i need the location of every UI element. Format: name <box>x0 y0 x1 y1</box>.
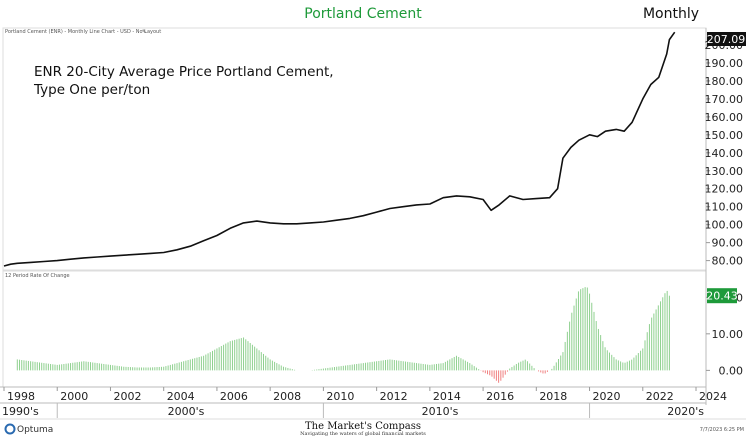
price-tick-label: 160.00 <box>705 111 744 124</box>
roc-panel-label: 12 Period Rate Of Change <box>5 273 70 279</box>
time-axis-ticks: 1998 2000 2002 2004 2006 2008 2010 2012 2014 2016… <box>3 387 727 403</box>
price-series <box>3 31 676 267</box>
pencil-icon[interactable]: ✎ <box>142 29 146 35</box>
price-tick-label: 130.00 <box>705 165 744 178</box>
time-tick-label: 2012 <box>380 390 408 403</box>
price-tick-label: 190.00 <box>705 57 744 70</box>
optuma-logo-text: Optuma <box>17 425 53 435</box>
optuma-logo-icon <box>4 423 16 435</box>
time-tick-label: 2018 <box>539 390 567 403</box>
price-tick-label: 170.00 <box>705 93 744 106</box>
optuma-logo: Optuma <box>4 423 53 435</box>
time-tick-label: 2022 <box>646 390 674 403</box>
footer-tagline: Navigating the waters of global financia… <box>300 431 426 437</box>
annotation-line1: ENR 20-City Average Price Portland Cemen… <box>34 64 334 80</box>
time-tick-label: 2008 <box>273 390 301 403</box>
decade-label: 2020's <box>667 405 704 418</box>
time-tick-label: 2004 <box>167 390 195 403</box>
time-tick-label: 2020 <box>593 390 621 403</box>
roc-tick-label: 10.00 <box>712 328 744 341</box>
frequency-label: Monthly <box>643 6 699 22</box>
annotation-line2: Type One per/ton <box>33 82 150 98</box>
price-axis-ticks: 80.00 90.00 100.00 110.00 120.00 130.00 140.00… <box>705 39 744 268</box>
last-roc-badge <box>707 288 737 304</box>
time-tick-label: 2014 <box>433 390 461 403</box>
price-tick-label: 180.00 <box>705 75 744 88</box>
time-tick-label: 1998 <box>7 390 35 403</box>
time-tick-label: 2016 <box>486 390 514 403</box>
last-price-value: 207.09 <box>707 33 746 46</box>
footer-brand: The Market's Compass <box>305 421 421 432</box>
decade-axis: 1990's 2000's 2010's 2020's <box>2 403 704 418</box>
price-tick-label: 90.00 <box>712 237 744 250</box>
price-tick-label: 80.00 <box>712 255 744 268</box>
time-tick-label: 2000 <box>60 390 88 403</box>
decade-label: 1990's <box>2 405 39 418</box>
price-tick-label: 100.00 <box>705 219 744 232</box>
price-tick-label: 140.00 <box>705 147 744 160</box>
price-tick-label: 120.00 <box>705 183 744 196</box>
price-line <box>3 31 676 267</box>
footer-timestamp: 7/7/2023 6:25 PM <box>700 427 744 433</box>
time-tick-label: 2006 <box>220 390 248 403</box>
last-roc-value: 20.43 <box>706 290 738 303</box>
roc-bars <box>16 287 670 383</box>
decade-label: 2000's <box>168 405 205 418</box>
chart-title: Portland Cement <box>304 6 422 22</box>
chart-info-label: Portland Cement (ENR) - Monthly Line Cha… <box>5 29 161 35</box>
time-tick-label: 2024 <box>699 390 727 403</box>
price-tick-label: 110.00 <box>705 201 744 214</box>
decade-label: 2010's <box>422 405 459 418</box>
price-tick-label: 150.00 <box>705 129 744 142</box>
time-tick-label: 2002 <box>113 390 141 403</box>
roc-tick-label: 0.00 <box>719 364 744 377</box>
last-price-badge <box>707 32 746 46</box>
time-tick-label: 2010 <box>326 390 354 403</box>
